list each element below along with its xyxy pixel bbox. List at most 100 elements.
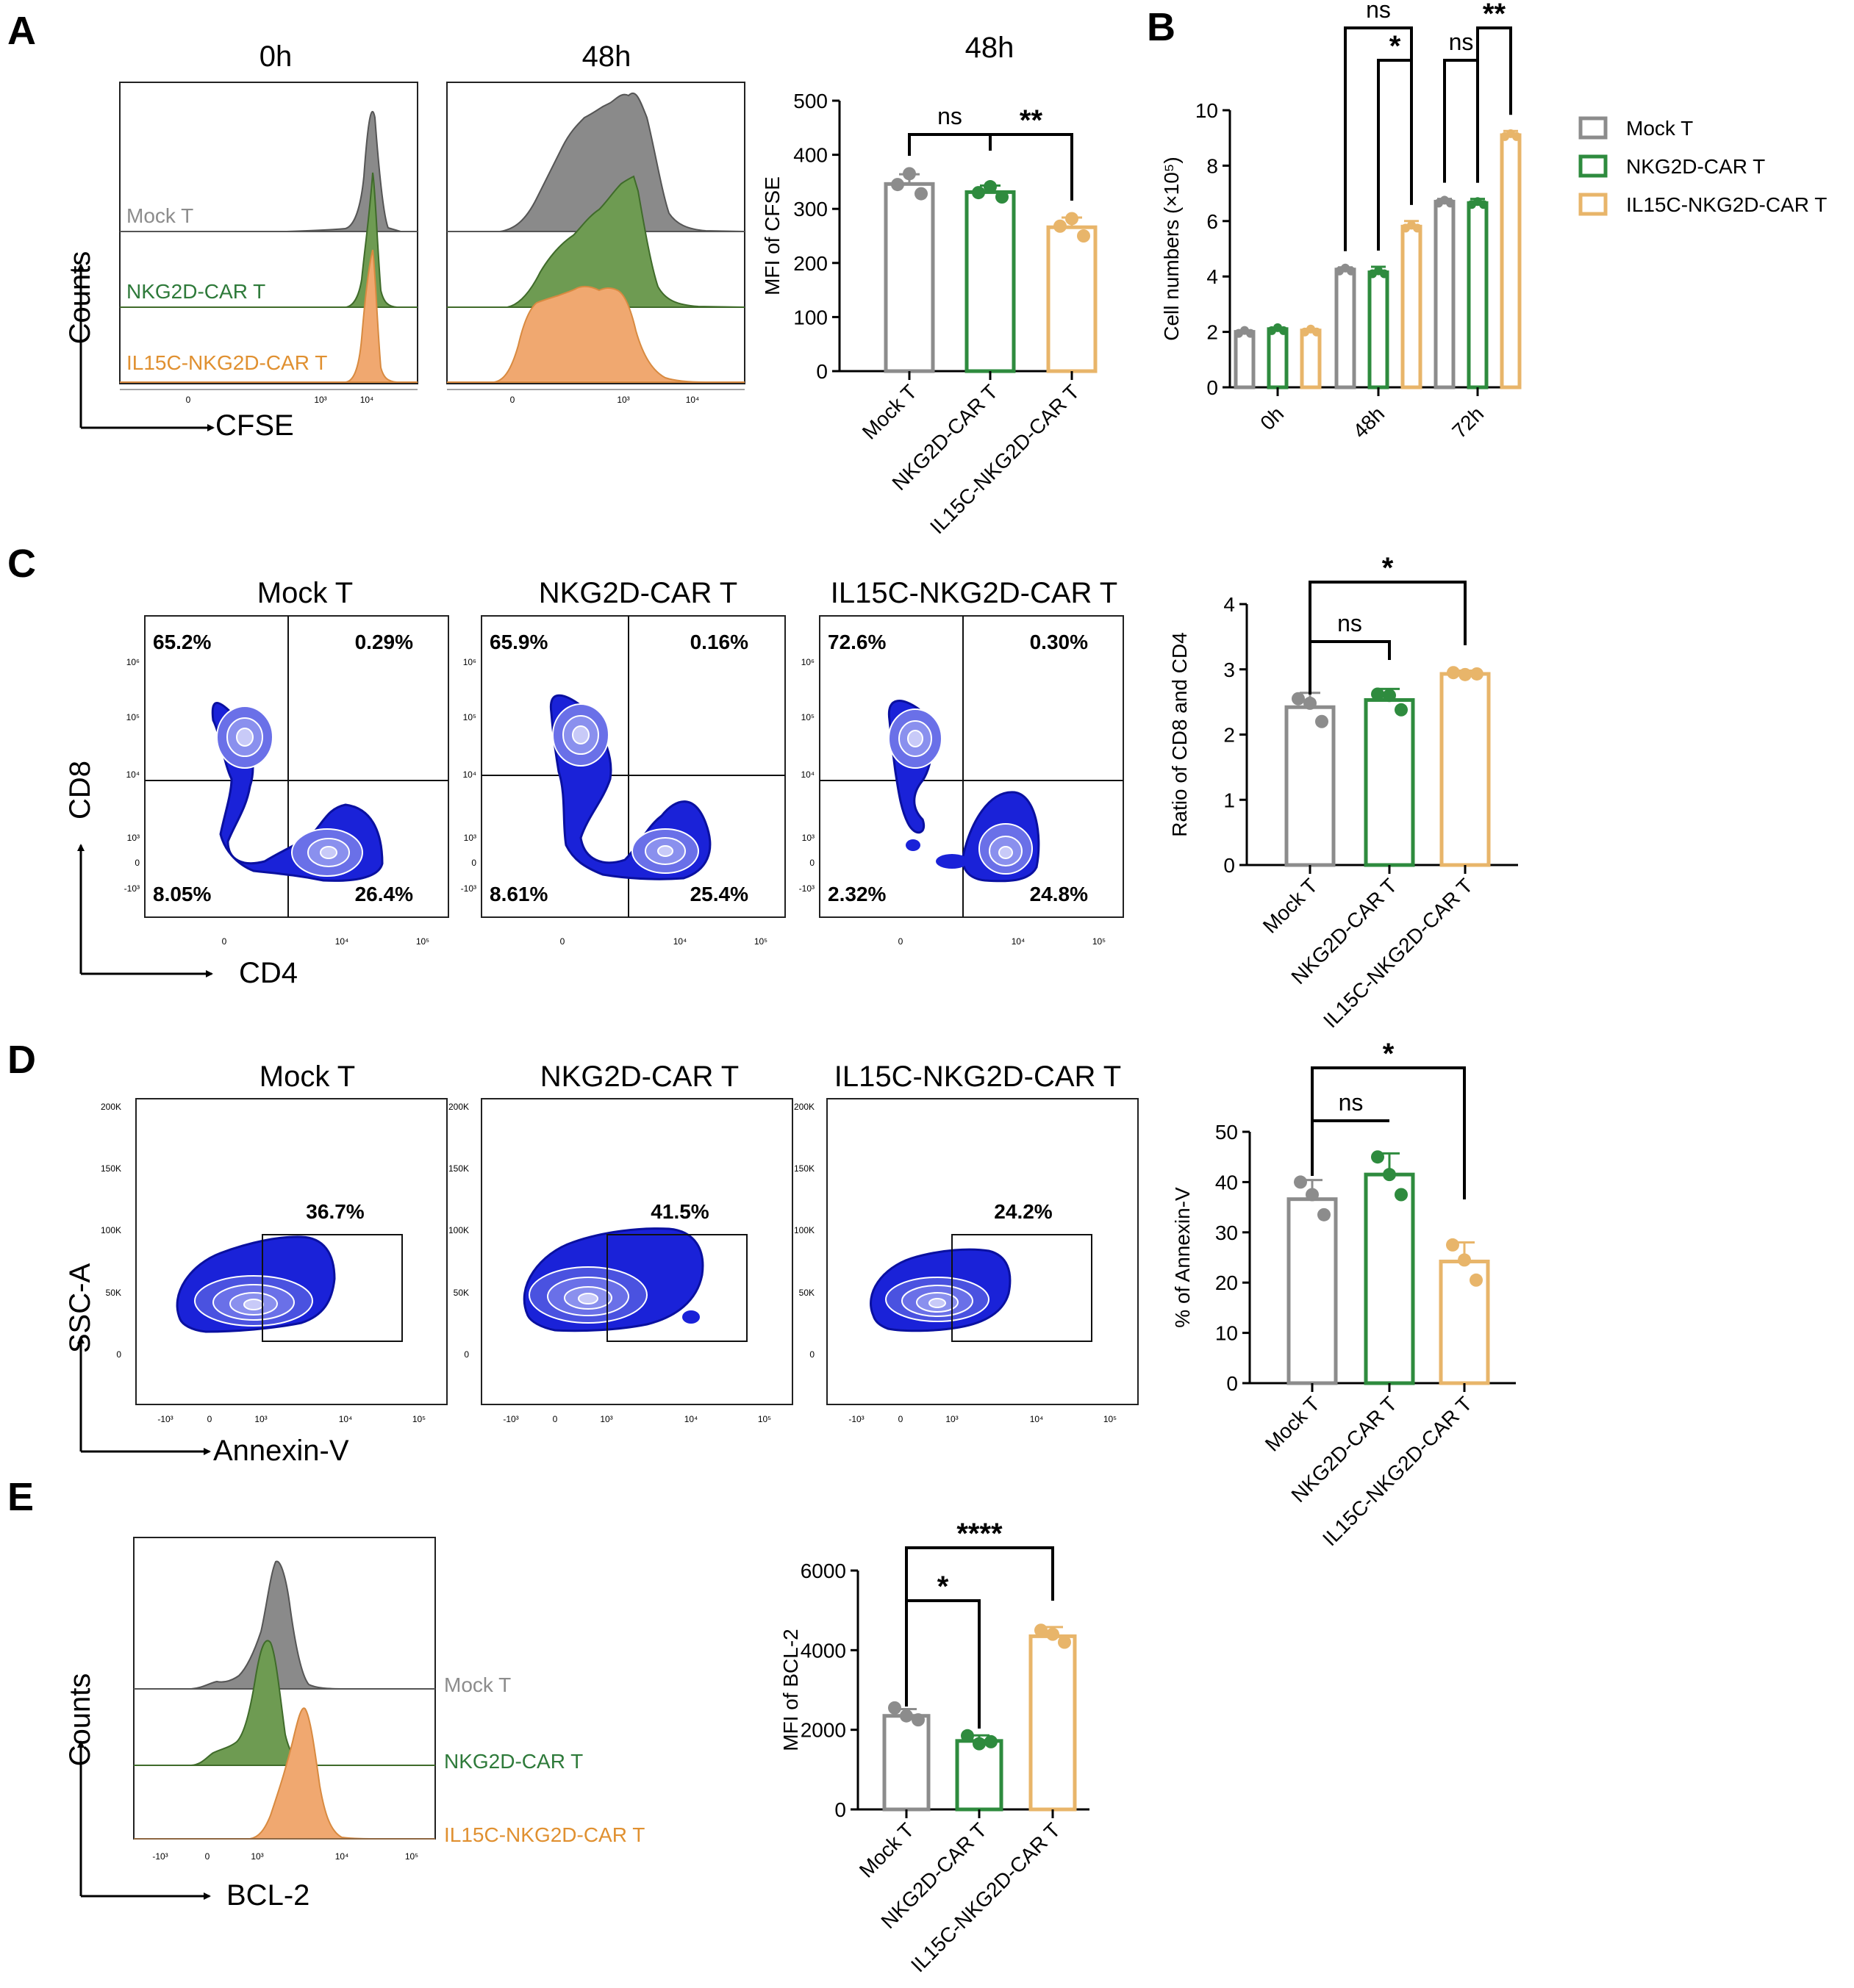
data-point [1458,1253,1471,1267]
quadrant-ll: 2.32% [828,883,886,905]
axis-arrows-a: Counts CFSE [64,251,294,442]
flow-c-ytick: 10⁴ [801,769,815,780]
data-point [915,187,928,201]
y-tick-label: 500 [793,90,828,112]
quadrant-ur: 0.30% [1030,631,1088,653]
bar-chart-b: 0 2 4 6 8 10 Cell numbers (×10⁵) 0h 48h 72h ns * ns *… [1160,0,1522,442]
sig-label: * [937,1571,949,1603]
sig-label: * [1382,552,1394,584]
panel-letter-b: B [1147,5,1175,49]
data-point [1292,692,1305,706]
data-point [903,167,916,181]
sig-bracket [1309,640,1391,695]
data-point [1470,667,1483,681]
bar [964,190,1016,373]
sig-label: ** [1483,0,1506,30]
data-point [1446,1238,1459,1252]
y-tick-label: 4 [1223,593,1235,616]
axis-label-bcl2: BCL-2 [226,1879,309,1912]
flow-d-xtick: 10³ [600,1414,612,1424]
data-point [995,190,1009,204]
flow-d-title: Mock T [260,1061,355,1093]
flow-d-xtick: -10³ [503,1414,518,1424]
flow-d-ytick: 50K [799,1288,815,1298]
legend-mock: Mock T [1626,117,1693,140]
flow-d-ytick: 100K [101,1225,121,1235]
y-tick-label: 100 [793,306,828,329]
y-tick-label: 1 [1223,789,1235,811]
hist-e-xtick: 0 [205,1851,210,1862]
flow-d-xtick: -10³ [157,1414,173,1424]
data-point [1383,689,1396,703]
legend-nkg2d: NKG2D-CAR T [1626,155,1765,178]
y-tick-label: 4000 [801,1639,846,1662]
hist-mock-e [134,1560,435,1690]
y-tick-label: 20 [1215,1271,1238,1294]
panel-letter-c: C [7,542,36,586]
hist-e-sample-mock: Mock T [444,1673,511,1696]
flow-c-xtick: 0 [560,936,565,947]
quadrant-ur: 0.16% [690,631,748,653]
data-point [972,186,985,200]
y-axis-label: % of Annexin-V [1171,1187,1194,1328]
flow-d-ytick: 100K [794,1225,815,1235]
flow-d-ytick: 50K [106,1288,121,1298]
flow-c-ytick: 10³ [464,833,476,843]
axis-label-cfse: CFSE [215,409,294,442]
axis-arrows-e: Counts BCL-2 [64,1673,309,1912]
flow-d-1: Mock T 36.7% 200K 150K 100K 50K 0 -10³ 0… [101,1061,448,1424]
flow-c-ytick: 10⁵ [463,712,476,722]
bar [1284,705,1336,867]
flow-c-ytick: 10³ [127,833,140,843]
data-point [1077,229,1090,243]
panel-letter-e: E [7,1475,34,1519]
data-point [1279,326,1288,335]
data-point [1447,666,1460,680]
quadrant-lr: 24.8% [1030,883,1088,905]
data-point [912,1713,925,1727]
flow-d-ytick: 200K [448,1102,469,1112]
flow-d-ytick: 50K [454,1288,469,1298]
flow-c-title: Mock T [257,577,353,609]
data-point [1395,703,1408,717]
sig-bracket [1377,59,1413,251]
sig-bracket [1443,59,1479,183]
flow-c-1: Mock T 65.2% 0.29% 8.05% 26.4% 10⁶ 10⁵ 1… [124,577,449,947]
bar [1028,1634,1077,1812]
y-tick-label: 30 [1215,1221,1238,1244]
hist-il15c-48h [447,285,745,383]
flow-c-xtick: 10⁴ [335,936,349,947]
flow-d-ytick: 200K [794,1102,815,1112]
hist-e-xtick: 10³ [251,1851,263,1862]
hist-sample-il15c: IL15C-NKG2D-CAR T [126,351,327,374]
data-point [1395,1188,1408,1202]
axis-arrows-c: CD8 CD4 [64,761,298,989]
hist-0h-tick: 10³ [314,395,326,405]
bar [1300,329,1322,390]
flow-d-ytick: 0 [116,1349,121,1360]
data-point [1413,223,1422,233]
data-point [1034,1623,1048,1637]
flow-c-xtick: 10⁴ [1012,936,1026,947]
category-label: IL15C-NKG2D-CAR T [1318,1392,1476,1550]
data-point [1303,696,1317,710]
data-point [1371,687,1384,701]
bar [1364,697,1415,867]
hist-48h-tick: 10³ [617,395,629,405]
bar [882,1714,931,1812]
flow-c-xtick: 0 [898,936,903,947]
hist-nkg2d-0h [120,172,418,308]
panel-letter-d: D [7,1038,36,1082]
sig-label: ns [1366,0,1391,23]
data-point [1512,132,1521,141]
sig-label: **** [956,1518,1003,1550]
flow-c-ytick: 10⁶ [801,657,815,667]
axis-label-ssca: SSC-A [64,1263,96,1354]
y-axis-label: MFI of BCL-2 [779,1629,802,1751]
data-point [900,1709,913,1723]
flow-d-ytick: 0 [809,1349,815,1360]
y-tick-label: 50 [1215,1121,1238,1144]
data-point [1315,714,1328,728]
